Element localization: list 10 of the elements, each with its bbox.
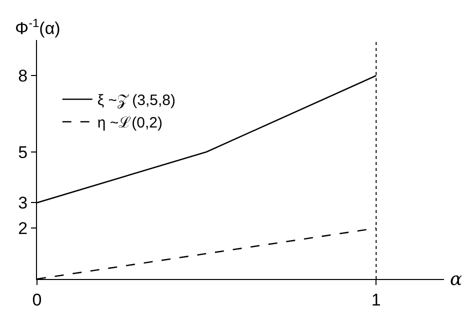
y-tick-label: 3 — [18, 194, 28, 213]
x-tick-label: 1 — [371, 290, 381, 310]
legend-label: ξ ~𝒵 (3,5,8) — [97, 92, 176, 110]
x-axis-title: α — [450, 269, 462, 290]
y-axis-title: Φ$^{-1}$(α) — [15, 16, 60, 38]
y-tick-label: 8 — [18, 66, 28, 86]
x-tick-label: 0 — [32, 290, 42, 310]
legend-label: η ~ℒ(0,2) — [97, 114, 162, 132]
y-tick-label: 5 — [18, 142, 28, 162]
y-tick-label: 2 — [18, 219, 28, 238]
